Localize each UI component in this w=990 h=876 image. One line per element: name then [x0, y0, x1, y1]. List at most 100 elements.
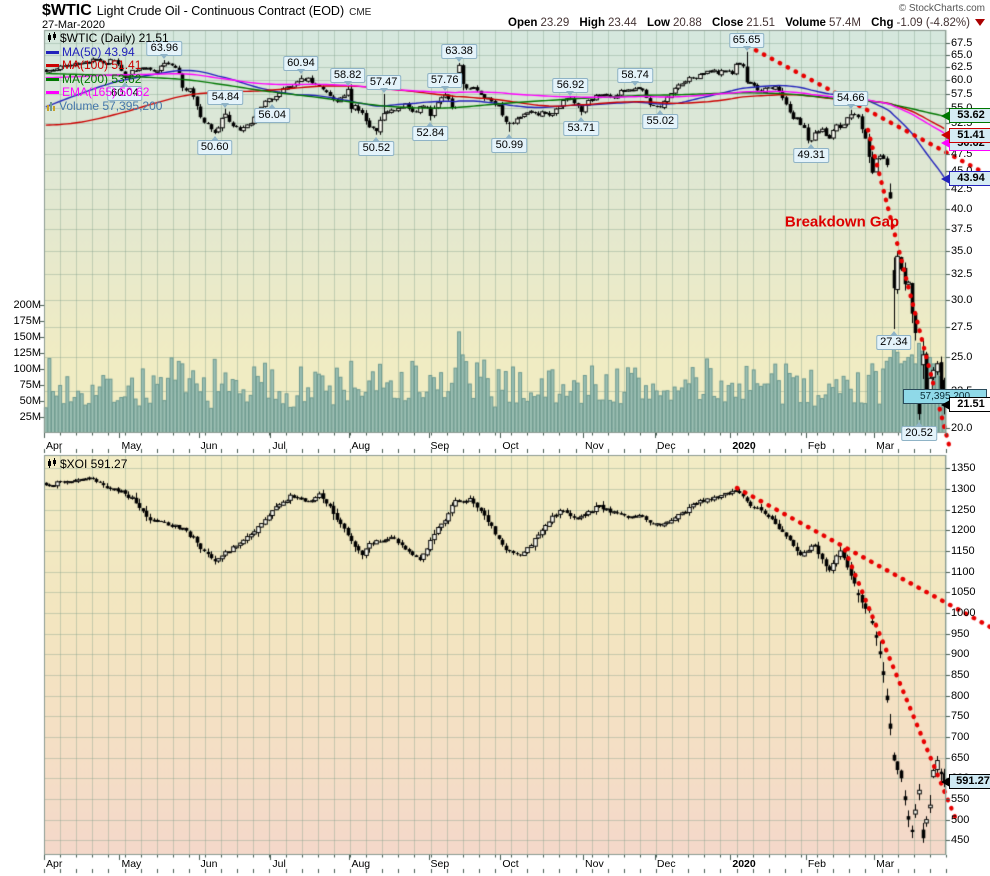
annotation-pointer-icon: [505, 133, 514, 139]
lower-month-label: Apr: [46, 858, 63, 870]
annotation-pointer-icon: [372, 136, 381, 142]
price-annotation: 27.34: [876, 335, 912, 351]
price-annotation: 65.65: [728, 32, 765, 48]
main-y-axis-tick: 47.5: [951, 148, 973, 161]
main-y-axis-tick: 20.0: [951, 421, 973, 434]
price-annotation: 56.92: [552, 77, 589, 93]
price-annotation: 55.02: [642, 113, 679, 129]
lower-month-label: Nov: [585, 858, 604, 870]
chg-value: -1.09 (-4.82%): [896, 17, 970, 29]
lower-y-axis-tick: 1200: [951, 524, 976, 537]
main-y-axis-tick: 32.5: [951, 268, 973, 281]
main-y-axis-tick: 67.5: [951, 37, 973, 49]
last-price-badge: 21.51: [941, 397, 990, 413]
annotation-pointer-icon: [440, 86, 449, 92]
volume-axis-tick: 100M: [13, 362, 41, 375]
lower-month-label: Aug: [351, 858, 371, 870]
lower-month-label: May: [121, 858, 142, 870]
annotation-pointer-icon: [631, 80, 640, 86]
volume-axis-tick: 150M: [13, 330, 41, 343]
price-annotation: 53.71: [563, 121, 599, 137]
annotation-pointer-icon: [915, 421, 924, 427]
chart-type-icon: [48, 458, 56, 468]
main-month-label: Oct: [502, 440, 519, 452]
high-label: High: [579, 17, 605, 29]
lower-y-axis-tick: 1000: [951, 606, 976, 619]
chart-header: $WTIC Light Crude Oil - Continuous Contra…: [42, 2, 371, 20]
main-month-label: Sep: [430, 440, 450, 452]
xoi-last-price-badge: 591.27: [941, 774, 990, 790]
main-month-label: Aug: [351, 440, 371, 452]
lower-y-axis-tick: 850: [951, 668, 970, 681]
main-y-axis-tick: 40.0: [951, 202, 973, 215]
main-y-axis-tick: 37.5: [951, 223, 973, 236]
legend-item-label: Volume 57,395,200: [59, 98, 163, 113]
main-month-label: Nov: [585, 440, 604, 452]
volume-value: 57.4M: [828, 17, 861, 29]
breakdown-gap-annotation: Breakdown Gap: [784, 213, 900, 231]
chart-type-icon: [48, 32, 56, 42]
price-annotation: 54.84: [207, 89, 244, 105]
lower-month-label: Mar: [876, 858, 895, 870]
main-month-label: 2020: [732, 440, 756, 452]
badge-arrow-icon: [941, 173, 950, 184]
legend-item-label: $XOI 591.27: [60, 457, 128, 471]
legend-item-label: $WTIC (Daily) 21.51: [60, 31, 169, 45]
lower-chart-legend: $XOI 591.27: [46, 457, 128, 472]
price-annotation: 50.60: [196, 140, 233, 156]
lower-month-label: Dec: [656, 858, 676, 870]
annotation-pointer-icon: [455, 56, 464, 62]
ma-line-swatch: [46, 64, 59, 68]
lower-y-axis-tick: 1150: [951, 544, 975, 557]
lower-y-axis-tick: 1250: [951, 503, 976, 516]
low-value: 20.88: [672, 17, 702, 29]
lower-month-label: 2020: [732, 858, 756, 870]
lower-y-axis-tick: 500: [951, 813, 970, 826]
lower-y-axis-tick: 750: [951, 710, 970, 723]
price-annotation: 50.99: [491, 137, 528, 153]
price-annotation: 49.31: [793, 148, 829, 164]
volume-axis-tick: 125M: [13, 346, 41, 359]
lower-month-label: Jul: [272, 858, 286, 870]
main-month-label: Jun: [200, 440, 218, 452]
volume-bars-icon: [47, 101, 55, 111]
lower-y-axis-tick: 1350: [951, 462, 976, 475]
ma-line-swatch: [46, 50, 59, 54]
lower-y-axis-tick: 650: [951, 751, 970, 764]
main-y-axis-tick: 60.0: [951, 74, 973, 87]
annotation-pointer-icon: [577, 117, 586, 123]
lower-y-axis-tick: 1050: [951, 586, 976, 599]
annotation-pointer-icon: [742, 45, 751, 51]
price-annotation: 58.74: [617, 67, 653, 83]
main-month-label: Mar: [876, 440, 895, 452]
annotation-pointer-icon: [379, 87, 388, 93]
price-annotation: 54.66: [833, 90, 869, 106]
lower-y-axis-tick: 800: [951, 689, 970, 702]
chart-date: 27-Mar-2020: [42, 19, 105, 31]
open-label: Open: [508, 17, 538, 29]
legend-item: EMA(165) 50.62: [46, 85, 169, 100]
chg-label: Chg: [871, 17, 894, 29]
lower-month-label: Feb: [807, 858, 826, 870]
annotation-pointer-icon: [426, 122, 435, 128]
badge-arrow-icon: [941, 138, 950, 149]
legend-item-label: EMA(165) 50.62: [62, 85, 150, 99]
price-annotation: 20.52: [901, 425, 937, 441]
legend-item: $XOI 591.27: [46, 457, 128, 472]
lower-y-axis-tick: 1300: [951, 482, 976, 495]
volume-label: Volume: [785, 17, 826, 29]
badge-arrow-icon: [941, 399, 950, 410]
price-annotation: 56.04: [254, 107, 290, 123]
down-arrow-icon: [975, 19, 985, 26]
instrument-title: Light Crude Oil - Continuous Contract (E…: [96, 4, 345, 18]
badge-arrow-icon: [941, 130, 950, 141]
high-value: 23.44: [607, 17, 637, 29]
price-annotation: 60.94: [283, 56, 319, 72]
main-y-axis-tick: 30.0: [951, 293, 973, 306]
volume-axis-tick: 50M: [19, 394, 41, 407]
main-month-label: May: [121, 440, 142, 452]
legend-item: MA(100) 51.41: [46, 58, 169, 73]
price-annotation: 58.82: [329, 67, 366, 83]
